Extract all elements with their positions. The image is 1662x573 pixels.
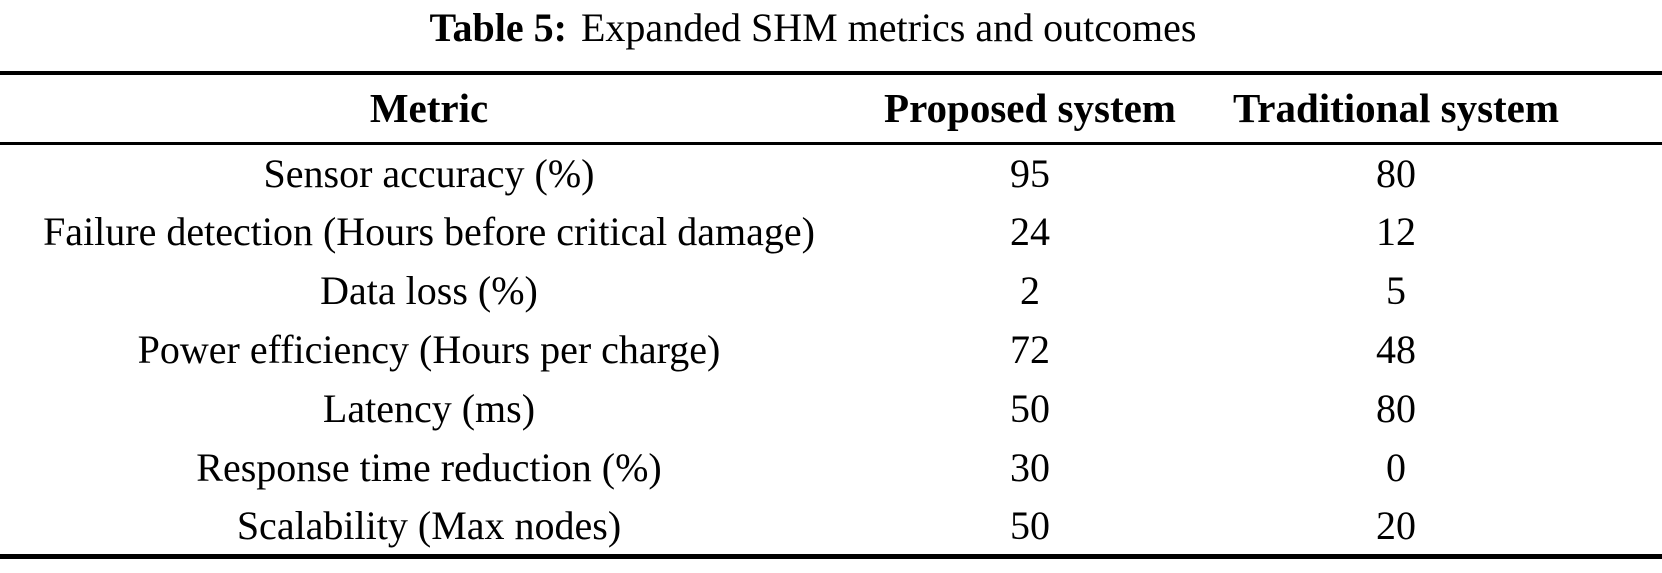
metric-cell: Scalability (Max nodes): [236, 502, 622, 548]
table-row: Failure detection (Hours before critical…: [0, 202, 1662, 261]
table-caption-label: Table 5:: [429, 5, 567, 50]
metric-cell: Data loss (%): [320, 268, 538, 313]
traditional-value-cell: 80: [1376, 150, 1416, 196]
proposed-value-cell: 95: [1010, 150, 1050, 196]
proposed-value-cell: 2: [1020, 268, 1040, 313]
traditional-value-cell: 48: [1376, 327, 1416, 372]
metric-cell: Latency (ms): [322, 386, 536, 431]
metric-cell: Response time reduction (%): [196, 445, 662, 490]
proposed-value-cell: 30: [1010, 445, 1050, 490]
table-row: Data loss (%) 2 5: [0, 261, 1662, 320]
metric-cell: Failure detection (Hours before critical…: [43, 209, 815, 254]
col-header-proposed: Proposed system: [884, 85, 1176, 132]
traditional-value-cell: 12: [1376, 209, 1416, 254]
table-row: Latency (ms) 50 80: [0, 379, 1662, 438]
proposed-value-cell: 50: [1010, 386, 1050, 431]
table-row: Sensor accuracy (%) 95 80: [0, 143, 1662, 202]
proposed-value-cell: 50: [1010, 502, 1050, 548]
traditional-value-cell: 0: [1386, 445, 1406, 490]
table-caption-text: Expanded SHM metrics and outcomes: [581, 5, 1197, 50]
header-row: Metric Proposed system Traditional syste…: [0, 73, 1662, 143]
table-header: Metric Proposed system Traditional syste…: [0, 73, 1662, 143]
traditional-value-cell: 80: [1376, 386, 1416, 431]
proposed-value-cell: 72: [1010, 327, 1050, 372]
metric-cell: Power efficiency (Hours per charge): [137, 327, 721, 372]
table-caption: Table 5: Expanded SHM metrics and outcome…: [0, 0, 1644, 52]
table-body: Sensor accuracy (%) 95 80 Failure detect…: [0, 143, 1662, 556]
traditional-value-cell: 20: [1376, 502, 1416, 548]
col-header-metric: Metric: [369, 85, 489, 132]
shm-metrics-table: Metric Proposed system Traditional syste…: [0, 71, 1662, 559]
table-row: Power efficiency (Hours per charge) 72 4…: [0, 320, 1662, 379]
col-header-traditional: Traditional system: [1232, 85, 1560, 132]
metric-cell: Sensor accuracy (%): [263, 150, 595, 196]
table-row: Response time reduction (%) 30 0: [0, 438, 1662, 497]
proposed-value-cell: 24: [1010, 209, 1050, 254]
traditional-value-cell: 5: [1386, 268, 1406, 313]
table-row: Scalability (Max nodes) 50 20: [0, 497, 1662, 556]
